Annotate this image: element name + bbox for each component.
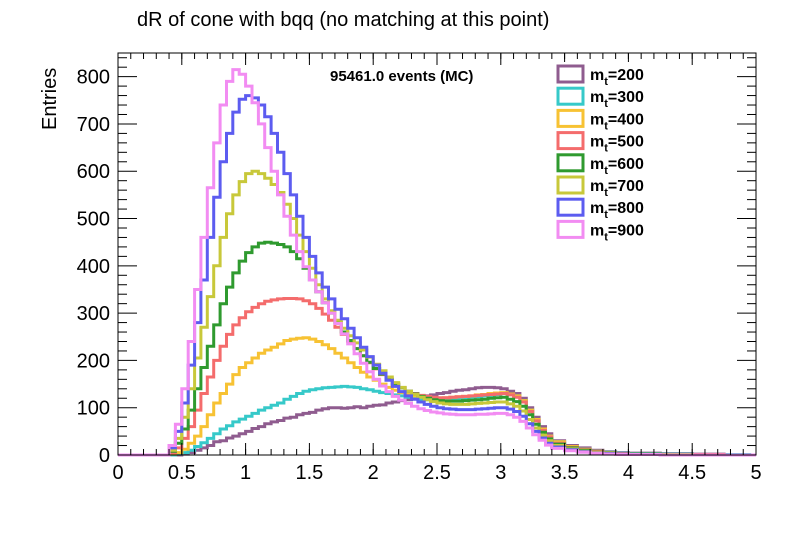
legend-swatch <box>556 175 585 195</box>
y-tick-label: 600 <box>77 161 110 183</box>
legend-label: mt=800 <box>590 200 644 221</box>
legend-label: mt=700 <box>590 178 644 199</box>
x-tick-label: 0 <box>112 462 123 484</box>
legend-swatch <box>556 131 585 151</box>
x-tick-label: 1.5 <box>295 462 323 484</box>
y-tick-label: 300 <box>77 303 110 325</box>
legend-swatch <box>556 197 585 217</box>
y-tick-label: 200 <box>77 350 110 372</box>
axis-layer: 0 0.5 1 1.5 2 2.5 3 3.5 4 4.5 5 0 100 200 300 400 500 600… <box>77 53 762 484</box>
series-layer <box>118 68 756 457</box>
y-axis-label: Entries <box>39 68 61 130</box>
chart-title: dR of cone with bqq (no matching at this… <box>137 9 549 31</box>
x-tick-label: 0.5 <box>168 462 196 484</box>
x-tick-label: 1 <box>240 462 251 484</box>
legend-label: mt=500 <box>590 134 644 155</box>
y-tick-label: 500 <box>77 209 110 231</box>
x-tick-label: 2 <box>368 462 379 484</box>
x-tick-label: 4 <box>623 462 634 484</box>
x-tick-label: 3.5 <box>551 462 579 484</box>
legend-label: mt=900 <box>590 222 644 243</box>
legend-label: mt=200 <box>590 67 644 88</box>
legend-swatch <box>556 219 585 239</box>
legend-swatch <box>556 108 585 128</box>
series-line-7 <box>118 94 756 457</box>
y-tick-label: 400 <box>77 256 110 278</box>
x-tick-label: 4.5 <box>678 462 706 484</box>
x-tick-label: 2.5 <box>423 462 451 484</box>
legend-label: mt=400 <box>590 111 644 132</box>
series-line-4 <box>118 297 756 457</box>
legend: mt=200mt=300mt=400mt=500mt=600mt=700mt=8… <box>555 62 665 243</box>
y-tick-label: 700 <box>77 114 110 136</box>
y-tick-label: 0 <box>99 445 110 467</box>
x-tick-label: 5 <box>750 462 761 484</box>
series-line-8 <box>118 68 756 457</box>
events-annotation: 95461.0 events (MC) <box>330 68 473 85</box>
legend-label: mt=600 <box>590 156 644 177</box>
y-tick-label: 100 <box>77 398 110 420</box>
legend-swatch <box>556 153 585 173</box>
y-tick-label: 800 <box>77 67 110 89</box>
legend-label: mt=300 <box>590 89 644 110</box>
legend-swatch <box>556 64 585 84</box>
x-tick-label: 3 <box>495 462 506 484</box>
legend-swatch <box>556 86 585 106</box>
